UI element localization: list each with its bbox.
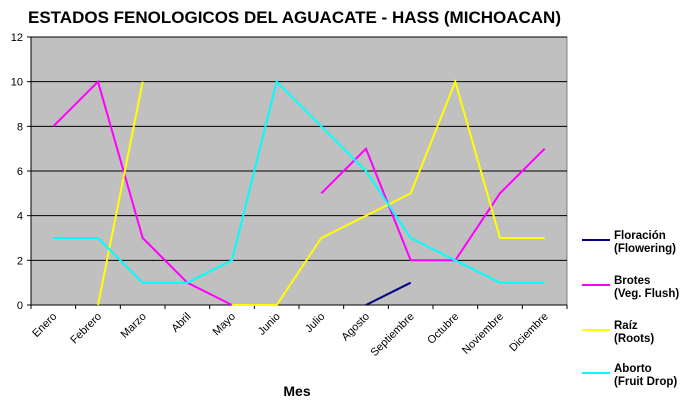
chart-title: ESTADOS FENOLOGICOS DEL AGUACATE - HASS …	[28, 8, 561, 27]
x-tick-label: Febrero	[68, 311, 104, 347]
legend-swatch	[582, 372, 610, 374]
y-tick-label: 8	[17, 121, 23, 133]
x-tick-label: Abril	[169, 311, 193, 335]
y-tick-label: 12	[11, 32, 23, 44]
x-tick-label: Diciembre	[507, 311, 550, 354]
x-tick-label: Septiembre	[369, 311, 417, 359]
series-line-3	[53, 79, 545, 284]
legend-swatch	[582, 239, 610, 241]
y-tick-label: 6	[17, 166, 23, 178]
y-tick-label: 0	[17, 300, 23, 312]
legend-label: Raíz (Roots)	[614, 320, 655, 345]
x-tick-label: Enero	[30, 311, 59, 340]
y-tick-label: 10	[11, 77, 23, 89]
x-tick-label: Julio	[303, 311, 327, 335]
x-tick-label: Junio	[256, 311, 283, 338]
x-tick-label: Marzo	[119, 311, 149, 341]
y-tick-label: 4	[17, 211, 23, 223]
legend-label: Aborto (Fruit Drop)	[614, 363, 678, 388]
x-tick-label: Agosto	[339, 311, 372, 344]
series-line-1	[52, 79, 546, 306]
legend-swatch	[582, 329, 610, 331]
x-axis-label: Mes	[283, 383, 310, 399]
y-tick-label: 2	[17, 255, 23, 267]
x-tick-label: Octubre	[425, 311, 461, 347]
x-tick-label: Noviembre	[460, 311, 506, 357]
legend-swatch	[582, 284, 610, 286]
x-tick-label: Mayo	[211, 311, 239, 339]
legend-label: Brotes (Veg. Flush)	[614, 275, 680, 300]
legend-label: Floración (Flowering)	[614, 230, 676, 255]
